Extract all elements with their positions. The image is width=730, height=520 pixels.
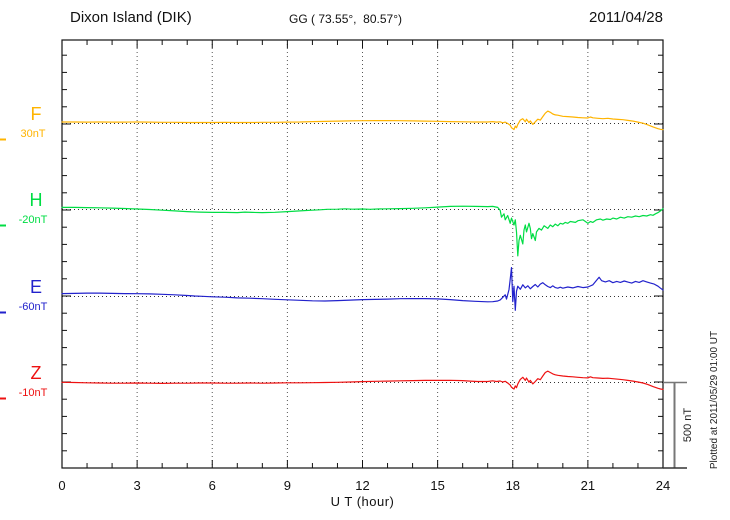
trace-H [61, 205, 664, 257]
baseline-value-E: -60nT [18, 301, 48, 313]
baseline-value-Z: -10nT [18, 387, 48, 399]
component-label-H: H [29, 190, 43, 210]
x-tick-label: 0 [58, 478, 65, 493]
trace-Z [61, 370, 664, 390]
x-tick-label: 24 [656, 478, 670, 493]
scale-bar-label: 500 nT [682, 408, 694, 443]
x-tick-label: 9 [284, 478, 291, 493]
plot-date: 2011/04/28 [589, 9, 663, 26]
x-axis-title: U T (hour) [330, 494, 395, 509]
x-tick-label: 18 [506, 478, 520, 493]
baseline-value-H: -20nT [18, 214, 48, 226]
x-tick-label: 6 [209, 478, 216, 493]
trace-F [61, 110, 664, 131]
component-label-E: E [29, 277, 42, 297]
station-title: Dixon Island (DIK) [70, 9, 192, 26]
baseline-value-F: 30nT [20, 128, 46, 140]
component-label-Z: Z [30, 363, 42, 383]
x-tick-label: 15 [430, 478, 444, 493]
plot-frame [61, 39, 664, 469]
component-label-F: F [30, 104, 42, 124]
geographic-coordinates: GG ( 73.55°, 80.57°) [289, 12, 402, 26]
plotted-at-note: Plotted at 2011/05/29 01:00 UT [709, 331, 720, 469]
x-tick-label: 3 [133, 478, 140, 493]
trace-E [61, 267, 664, 311]
x-tick-label: 12 [355, 478, 369, 493]
x-tick-label: 21 [581, 478, 595, 493]
